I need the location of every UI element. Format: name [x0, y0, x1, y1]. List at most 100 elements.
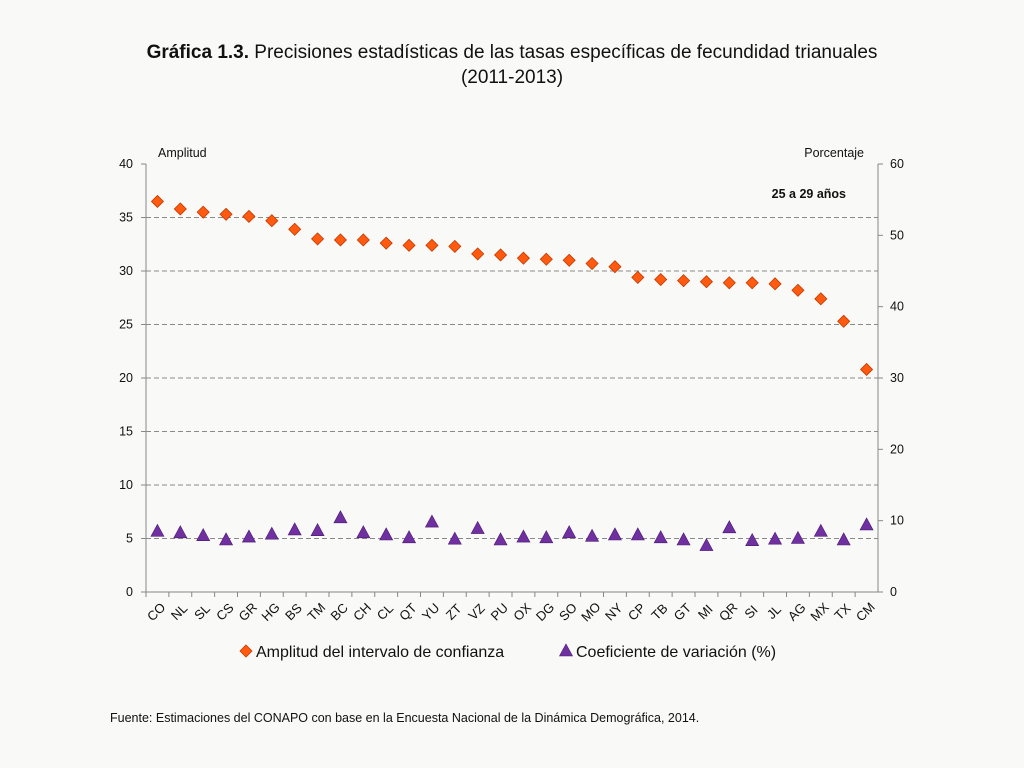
- x-tick-label: QT: [396, 600, 419, 623]
- cv-point: [173, 525, 188, 539]
- x-tick-label: CP: [625, 600, 648, 623]
- x-tick-label: NY: [602, 600, 626, 624]
- cv-point: [790, 530, 805, 544]
- y-right-tick-label: 30: [890, 371, 904, 385]
- y-right-tick-label: 60: [890, 157, 904, 171]
- chart-title-bold: Gráfica 1.3.: [146, 42, 250, 63]
- amplitude-point: [356, 233, 370, 247]
- y-left-tick-label: 15: [119, 425, 133, 439]
- x-tick-label: CO: [144, 600, 168, 624]
- amplitude-point: [608, 260, 622, 274]
- amplitude-point: [539, 252, 553, 266]
- amplitude-point: [516, 251, 531, 265]
- amplitude-point: [425, 238, 439, 252]
- amplitude-point: [493, 248, 508, 262]
- x-tick-label: SI: [741, 602, 760, 621]
- amplitude-point: [654, 272, 668, 287]
- amplitude-point: [722, 276, 736, 290]
- amplitude-point: [379, 236, 393, 250]
- x-tick-label: DG: [533, 600, 557, 624]
- cv-point: [607, 527, 622, 541]
- cv-point: [836, 532, 851, 546]
- x-tick-label: AG: [785, 600, 809, 624]
- x-tick-label: CL: [374, 601, 396, 623]
- cv-point: [287, 522, 302, 536]
- x-tick-label: MI: [695, 601, 716, 622]
- cv-point: [356, 525, 371, 539]
- amplitude-point: [585, 256, 599, 271]
- x-tick-label: OX: [510, 600, 534, 624]
- cv-point: [196, 528, 211, 541]
- cv-point: [653, 530, 668, 544]
- y-right-axis-label: Porcentaje: [804, 146, 864, 160]
- y-left-axis-label: Amplitud: [158, 146, 207, 160]
- x-tick-label: ZT: [443, 601, 465, 623]
- chart-title: Gráfica 1.3. Precisiones estadísticas de…: [0, 40, 1024, 90]
- cv-point: [745, 533, 760, 546]
- cv-point: [333, 510, 348, 524]
- x-tick-label: GR: [236, 600, 260, 624]
- amplitude-point: [562, 253, 576, 267]
- y-left-tick-label: 35: [119, 211, 133, 225]
- amplitude-point: [859, 362, 874, 377]
- source-note: Fuente: Estimaciones del CONAPO con base…: [110, 711, 700, 725]
- x-tick-label: MO: [578, 599, 603, 624]
- amplitude-point: [791, 283, 805, 297]
- cv-point: [219, 532, 234, 546]
- x-tick-label: SO: [556, 600, 580, 624]
- amplitude-point: [699, 275, 714, 289]
- x-tick-label: TB: [648, 601, 670, 623]
- x-tick-label: CM: [853, 599, 878, 624]
- y-right-tick-label: 0: [890, 585, 897, 599]
- y-left-tick-label: 25: [119, 318, 133, 332]
- cv-point: [768, 531, 783, 545]
- x-tick-label: GT: [671, 600, 694, 623]
- amplitude-point: [745, 276, 759, 290]
- amplitude-point: [471, 247, 485, 261]
- y-left-tick-label: 20: [119, 371, 133, 385]
- amplitude-point: [219, 207, 233, 221]
- x-tick-label: CS: [213, 600, 237, 624]
- x-tick-label: VZ: [465, 601, 487, 623]
- y-left-tick-label: 30: [119, 264, 133, 278]
- x-tick-label: BS: [282, 600, 305, 623]
- y-left-tick-label: 40: [119, 157, 133, 171]
- legend-amplitude-label: Amplitud del intervalo de confianza: [256, 644, 504, 661]
- amplitude-point: [448, 239, 462, 253]
- x-tick-label: QR: [716, 600, 740, 624]
- cv-point: [539, 530, 554, 544]
- cv-point: [516, 529, 531, 543]
- x-tick-label: JL: [764, 602, 784, 622]
- amplitude-point: [150, 194, 165, 209]
- x-tick-label: PU: [488, 600, 511, 623]
- amplitude-point: [402, 238, 416, 252]
- cv-point: [447, 531, 462, 545]
- amplitude-point: [196, 205, 210, 219]
- cv-point: [562, 525, 577, 539]
- x-tick-label: YU: [419, 600, 442, 623]
- cv-point: [722, 520, 737, 534]
- x-tick-label: TM: [304, 600, 328, 624]
- x-tick-label: CH: [350, 600, 374, 624]
- amplitude-point: [288, 222, 302, 236]
- cv-point: [859, 517, 874, 531]
- y-right-tick-label: 40: [890, 300, 904, 314]
- amplitude-point: [837, 314, 851, 328]
- y-right-tick-label: 20: [890, 442, 904, 456]
- legend-cv-marker: [558, 643, 574, 657]
- legend-cv-label: Coeficiente de variación (%): [576, 644, 776, 661]
- cv-point: [676, 532, 691, 546]
- cv-point: [493, 532, 508, 546]
- legend-amplitude-marker: [239, 644, 253, 658]
- x-tick-label: NL: [168, 601, 190, 623]
- amplitude-point: [265, 214, 279, 228]
- amplitude-point: [768, 277, 782, 291]
- cv-point: [813, 523, 828, 537]
- cv-point: [470, 520, 485, 534]
- y-right-tick-label: 10: [890, 514, 904, 528]
- y-right-tick-label: 50: [890, 228, 904, 242]
- cv-point: [424, 514, 439, 528]
- cv-point: [585, 528, 600, 542]
- amplitude-point: [814, 292, 828, 306]
